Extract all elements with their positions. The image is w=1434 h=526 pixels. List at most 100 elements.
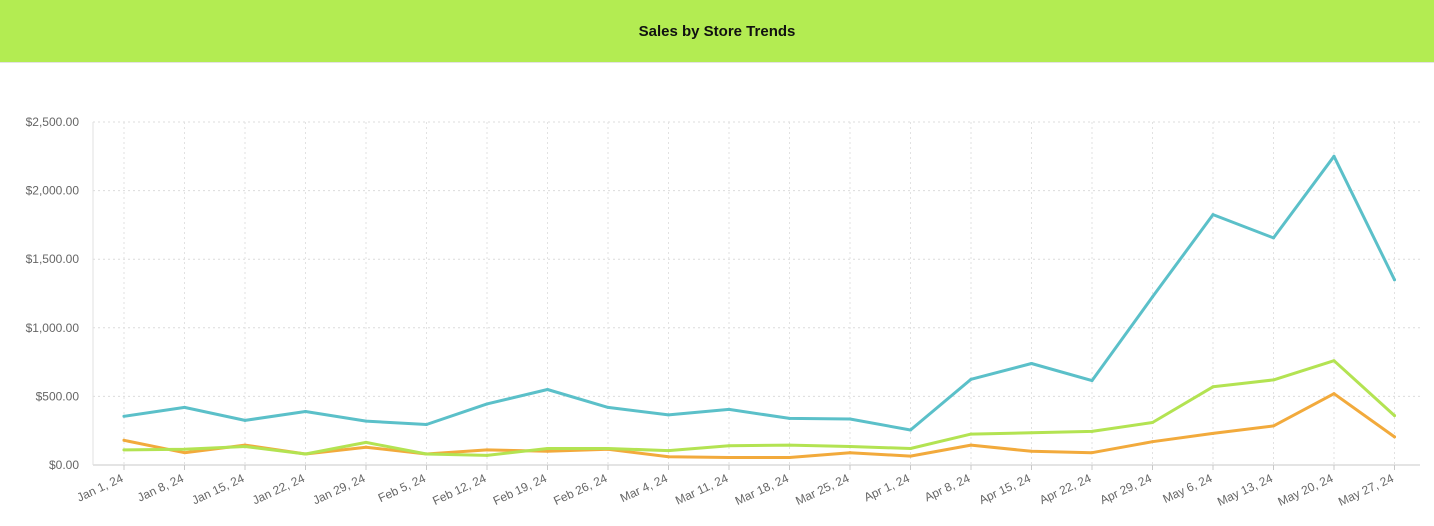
x-tick-label: May 20, 24 [1276,471,1336,509]
data-point [727,455,731,459]
line-chart: $0.00 $500.00 $1,000.00 $1,500.00 $2,000.00 $… [26,115,1420,509]
data-point [243,444,247,448]
data-point [848,417,852,421]
data-point [969,443,973,447]
data-point [606,405,610,409]
x-tick-label: May 13, 24 [1215,471,1275,509]
series-line-2 [122,359,1396,457]
data-point [364,440,368,444]
data-point [969,377,973,381]
data-point [546,447,549,451]
data-point [606,447,610,451]
data-point [969,432,973,436]
data-point [788,443,791,447]
x-tick-label: Apr 29, 24 [1098,471,1154,507]
data-point [425,423,428,427]
chart-title: Sales by Store Trends [638,22,796,40]
data-point [1272,236,1275,240]
data-point [546,449,549,453]
data-point [909,428,912,432]
x-tick-label: Apr 15, 24 [977,471,1033,507]
x-tick-label: Jan 8, 24 [135,471,186,505]
x-tick-label: Mar 18, 24 [733,471,791,508]
data-point [1393,414,1396,418]
x-tick-label: Jan 29, 24 [311,471,368,508]
data-point [304,409,307,413]
data-point [848,444,852,448]
data-point [546,388,549,392]
data-point [1211,431,1215,435]
data-point [1090,379,1094,383]
y-tick-label: $500.00 [36,389,80,403]
data-point [1332,154,1336,158]
chart-area: $0.00 $500.00 $1,000.00 $1,500.00 $2,000.00 $… [0,63,1434,521]
data-point [909,447,912,451]
data-point [1272,378,1275,382]
x-tick-label: Apr 1, 24 [862,471,912,504]
data-point [667,455,670,459]
data-point [485,448,489,452]
data-point [183,405,186,409]
data-point [122,448,126,452]
series-line-3 [122,392,1396,459]
x-tick-label: Feb 12, 24 [430,471,488,508]
data-point [122,414,126,418]
x-tick-label: Mar 25, 24 [793,471,851,508]
data-point [727,444,731,448]
series-line-1 [122,154,1396,432]
data-point [788,416,791,420]
data-point [1211,385,1215,389]
grid-layer [93,121,1420,465]
data-point [727,407,731,411]
y-tick-label: $0.00 [49,458,79,472]
data-point [1090,451,1094,455]
x-tick-label: Apr 8, 24 [922,471,972,504]
data-point [1151,440,1154,444]
axis-layer [92,122,1420,470]
label-layer: $0.00 $500.00 $1,000.00 $1,500.00 $2,000.00 $… [26,115,1396,509]
data-point [1151,420,1154,424]
data-point [1211,213,1215,217]
x-tick-label: Feb 5, 24 [376,471,428,505]
data-point [1272,424,1275,428]
y-tick-label: $1,000.00 [26,321,80,335]
data-point [667,413,670,417]
data-point [243,418,247,422]
data-point [788,455,791,459]
x-tick-label: Apr 22, 24 [1037,471,1093,507]
x-tick-label: Feb 19, 24 [491,471,549,508]
chart-header: Sales by Store Trends [0,0,1434,63]
data-point [304,452,307,456]
data-point [183,451,186,455]
data-point [485,453,489,457]
data-point [485,402,489,406]
data-point [1030,361,1033,365]
x-tick-label: Jan 15, 24 [190,471,247,508]
x-tick-label: May 27, 24 [1336,471,1396,509]
data-point [1090,429,1094,433]
data-point [1332,392,1336,396]
data-point [1151,295,1154,299]
x-tick-label: Jan 1, 24 [75,471,126,505]
data-point [183,447,186,451]
series-layer [122,154,1396,459]
data-point [1332,359,1336,363]
y-tick-label: $1,500.00 [26,252,80,266]
x-tick-label: Mar 4, 24 [618,471,670,505]
x-tick-label: May 6, 24 [1161,471,1215,506]
data-point [848,451,852,455]
data-point [1030,431,1033,435]
data-point [909,454,912,458]
y-tick-label: $2,000.00 [26,184,80,198]
data-point [1030,449,1033,453]
x-tick-label: Feb 26, 24 [551,471,609,508]
data-point [1393,278,1396,282]
x-tick-label: Mar 11, 24 [673,471,730,508]
data-point [364,445,368,449]
data-point [364,419,368,423]
data-point [1393,435,1396,439]
data-point [667,449,670,453]
y-tick-label: $2,500.00 [26,115,80,129]
data-point [122,438,126,442]
data-point [425,452,428,456]
